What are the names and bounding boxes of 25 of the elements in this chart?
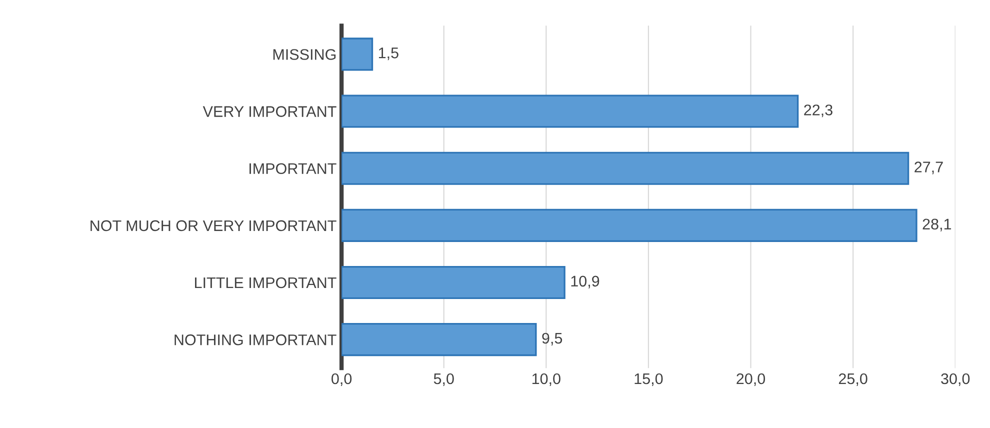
data-label: 1,5 [378, 48, 398, 60]
data-label: 28,1 [922, 218, 952, 232]
bar [342, 152, 910, 185]
y-tick-label: MISSING [273, 49, 336, 60]
x-tick-label: 25,0 [838, 373, 868, 386]
data-label: 27,7 [914, 162, 943, 174]
y-tick-label: NOT MUCH OR VERY IMPORTANT [90, 220, 336, 232]
bar [342, 323, 537, 356]
bar [342, 94, 799, 128]
x-tick-label: 5,0 [434, 373, 454, 386]
y-tick-label: LITTLE IMPORTANT [195, 277, 336, 288]
data-label: 10,9 [571, 276, 600, 288]
x-tick-label: 10,0 [532, 373, 560, 386]
y-tick-label: VERY IMPORTANT [202, 106, 336, 117]
x-tick-label: 20,0 [736, 373, 766, 386]
x-tick-label: 30,0 [941, 373, 970, 386]
y-tick-label: IMPORTANT [250, 163, 336, 174]
y-tick-label: NOTHING IMPORTANT [174, 334, 336, 346]
data-label: 9,5 [542, 332, 562, 346]
bar [342, 208, 918, 242]
x-tick-label: 0,0 [332, 373, 352, 386]
bar [342, 266, 566, 300]
x-tick-label: 15,0 [634, 373, 663, 386]
data-label: 22,3 [804, 104, 832, 118]
bar [342, 38, 374, 71]
